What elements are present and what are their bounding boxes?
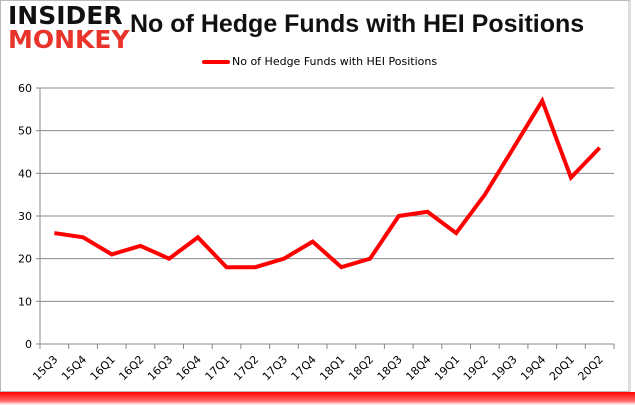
x-tick-label: 18Q2 — [346, 353, 376, 383]
x-tick-label: 19Q1 — [432, 353, 462, 383]
y-tick-label: 10 — [18, 295, 32, 308]
y-tick-label: 30 — [18, 210, 32, 223]
x-tick-label: 19Q3 — [490, 353, 520, 383]
x-tick-label: 20Q2 — [576, 353, 606, 383]
x-tick-label: 16Q1 — [88, 353, 118, 383]
y-tick-label: 20 — [18, 253, 32, 266]
y-tick-label: 40 — [18, 167, 32, 180]
y-tick-label: 0 — [25, 338, 32, 351]
x-tick-label: 16Q4 — [174, 353, 204, 383]
x-tick-label: 15Q3 — [30, 353, 60, 383]
legend-label: No of Hedge Funds with HEI Positions — [232, 55, 438, 68]
chart-title: No of Hedge Funds with HEI Positions — [130, 10, 585, 38]
insider-monkey-logo: INSIDER MONKEY — [8, 1, 130, 54]
x-tick-label: 17Q2 — [231, 353, 261, 383]
data-series-line — [54, 96, 602, 270]
y-tick-label: 60 — [18, 82, 32, 95]
logo-line-1: INSIDER — [8, 1, 123, 30]
x-tick-label: 16Q2 — [116, 353, 146, 383]
x-tick-label: 20Q1 — [547, 353, 577, 383]
x-tick-label: 18Q4 — [403, 353, 433, 383]
logo-line-2: MONKEY — [8, 25, 130, 54]
chart-frame — [0, 0, 631, 392]
x-tick-label: 19Q4 — [518, 353, 548, 383]
x-tick-label: 17Q1 — [203, 353, 233, 383]
y-tick-label: 50 — [18, 125, 32, 138]
bottom-accent-bar — [0, 392, 635, 405]
x-tick-label: 17Q4 — [289, 353, 319, 383]
x-tick-label: 17Q3 — [260, 353, 290, 383]
x-tick-label: 18Q1 — [317, 353, 347, 383]
x-tick-label: 16Q3 — [145, 353, 175, 383]
x-tick-label: 15Q4 — [59, 353, 89, 383]
legend-line-swatch-icon — [202, 59, 230, 64]
x-tick-label: 18Q3 — [375, 353, 405, 383]
chart-legend: No of Hedge Funds with HEI Positions — [202, 55, 437, 68]
x-tick-label: 19Q2 — [461, 353, 491, 383]
